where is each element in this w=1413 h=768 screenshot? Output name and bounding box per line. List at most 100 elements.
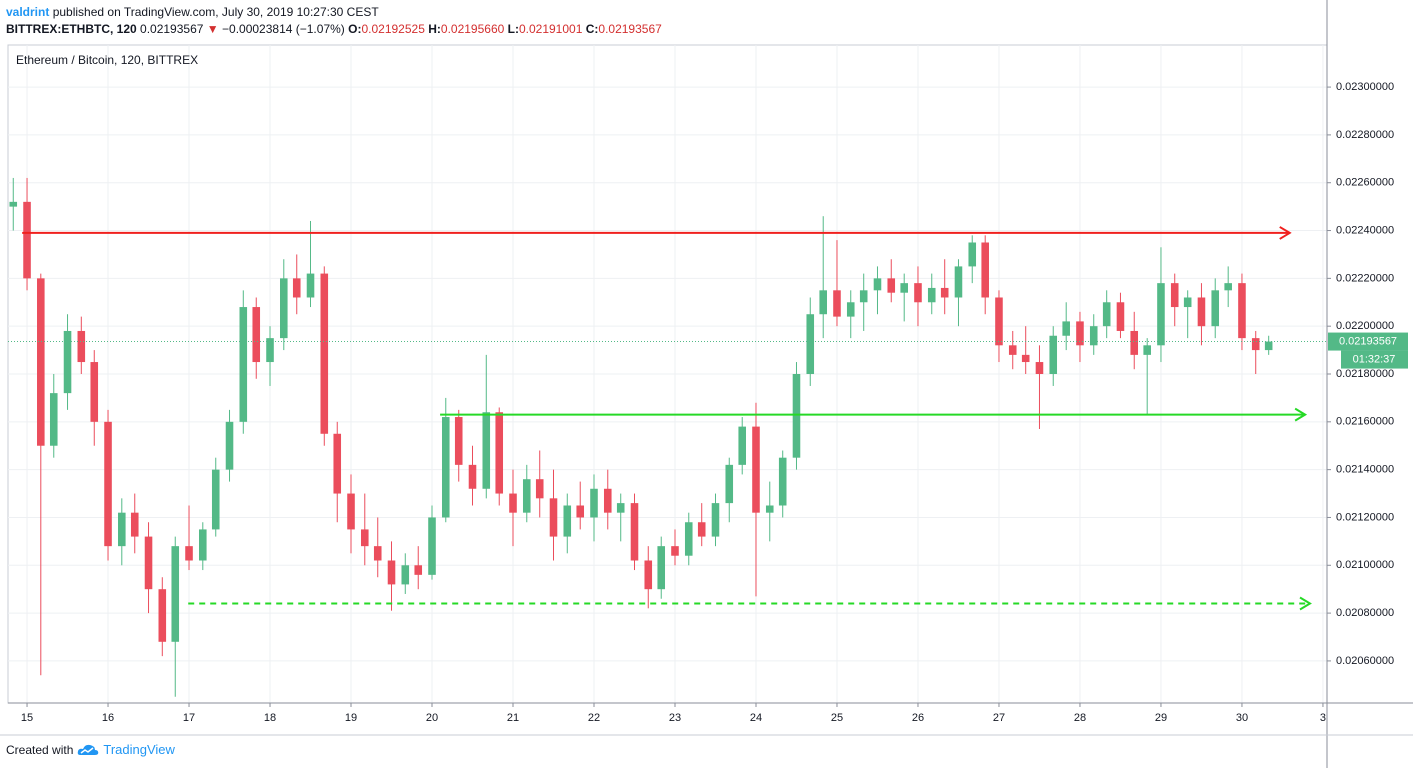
quote-value: 0.02191001 [518, 22, 583, 36]
countdown: 01:32:37 [1353, 353, 1396, 365]
x-tick-label: 22 [588, 712, 600, 724]
last-price-box [1328, 332, 1408, 351]
candle-body [1049, 335, 1058, 374]
x-tick-label: 21 [507, 712, 519, 724]
candle-body [630, 503, 639, 561]
candle-body [968, 242, 977, 267]
candle-body [23, 201, 31, 279]
quote-label: L: [507, 22, 519, 36]
candle-body [185, 546, 193, 561]
footer: Created with TradingView [6, 742, 175, 757]
candle-body [697, 522, 706, 537]
published: published on TradingView.com, July 30, 2… [52, 5, 379, 19]
candle-body [144, 536, 153, 590]
candle-body [900, 283, 908, 293]
candle-body [1251, 338, 1260, 351]
arrow-head [1294, 407, 1308, 422]
candle-body [657, 546, 666, 590]
brand: TradingView [103, 742, 175, 757]
candle-body [1076, 321, 1084, 346]
logo [78, 744, 99, 755]
arrow: ▼ [206, 22, 219, 36]
candle-body [806, 314, 815, 374]
candle-body [1170, 283, 1179, 308]
candle-body [239, 307, 248, 422]
candle-body [1183, 297, 1192, 308]
candle-body [495, 412, 504, 494]
header: valdrint published on TradingView.com, J… [6, 4, 662, 38]
y-tick-label: 0.02300000 [1336, 81, 1394, 93]
candle-body [576, 505, 585, 518]
quote-label: C: [585, 22, 599, 36]
x-tick-label: 20 [426, 712, 438, 724]
candle-body [833, 290, 841, 317]
symbol: BITTREX:ETHBTC, 120 [6, 22, 137, 36]
candle-body [104, 421, 112, 547]
candle-body [1089, 326, 1098, 346]
candle-body [171, 546, 180, 642]
x-tick-label: 24 [750, 712, 762, 724]
candle-body [590, 488, 598, 518]
candle-body [981, 242, 989, 298]
candle-body [1264, 341, 1273, 351]
y-tick-label: 0.02180000 [1336, 368, 1394, 380]
x-tick-label: 25 [831, 712, 843, 724]
candle-body [90, 362, 99, 422]
candle-body [1008, 345, 1017, 355]
candle-body [1035, 362, 1044, 374]
candle-body [1224, 283, 1232, 291]
countdown-box [1341, 350, 1408, 369]
candle-body [684, 522, 693, 556]
candle-body [752, 426, 760, 513]
x-tick-label: 23 [669, 712, 681, 724]
x-tick-label: 18 [264, 712, 276, 724]
candle-body [63, 330, 72, 394]
candle-body [468, 464, 477, 489]
candle-body [616, 503, 625, 513]
candle-body [373, 546, 382, 561]
author: valdrint [6, 5, 50, 19]
candle-body [738, 426, 747, 465]
candle-body [995, 297, 1003, 346]
candle-body [130, 512, 139, 537]
candle-body [1116, 302, 1125, 331]
x-tick-label: 17 [183, 712, 195, 724]
candle-body [454, 417, 463, 465]
candle-body [387, 560, 396, 585]
candle-body [49, 393, 58, 446]
candle-body [347, 493, 355, 530]
candle-body [549, 498, 558, 537]
candle-body [1197, 297, 1206, 327]
y-tick-label: 0.02260000 [1336, 177, 1394, 189]
y-tick-label: 0.02060000 [1336, 655, 1394, 667]
last: 0.02193567 [140, 22, 204, 36]
candle-body [428, 517, 436, 575]
quote-value: 0.02195660 [440, 22, 505, 36]
candle-body [225, 421, 234, 470]
quote-line: BITTREX:ETHBTC, 120 0.02193567 ▼ −0.0002… [6, 21, 662, 38]
x-tick-label: 16 [102, 712, 114, 724]
x-tick-label: 19 [345, 712, 357, 724]
candle-body [482, 412, 491, 489]
candle-body [360, 529, 369, 547]
candle-body [644, 560, 653, 590]
candle-body [887, 278, 896, 293]
x-tick-label: 15 [21, 712, 33, 724]
candle-body [1021, 354, 1030, 363]
x-tick-label: 3 [1320, 712, 1326, 724]
x-tick-label: 28 [1074, 712, 1086, 724]
candle-body [792, 374, 801, 458]
candle-body [211, 469, 220, 530]
candle-body [914, 283, 922, 303]
candle-body [873, 278, 882, 291]
y-tick-label: 0.02080000 [1336, 607, 1394, 619]
candle-body [927, 287, 936, 303]
candle-body [199, 529, 207, 561]
candle-body [292, 278, 301, 298]
candle-body [280, 278, 288, 339]
created-with: Created with [6, 742, 74, 757]
candle-body [563, 505, 572, 537]
candle-body [252, 307, 261, 363]
x-tick-label: 27 [993, 712, 1005, 724]
